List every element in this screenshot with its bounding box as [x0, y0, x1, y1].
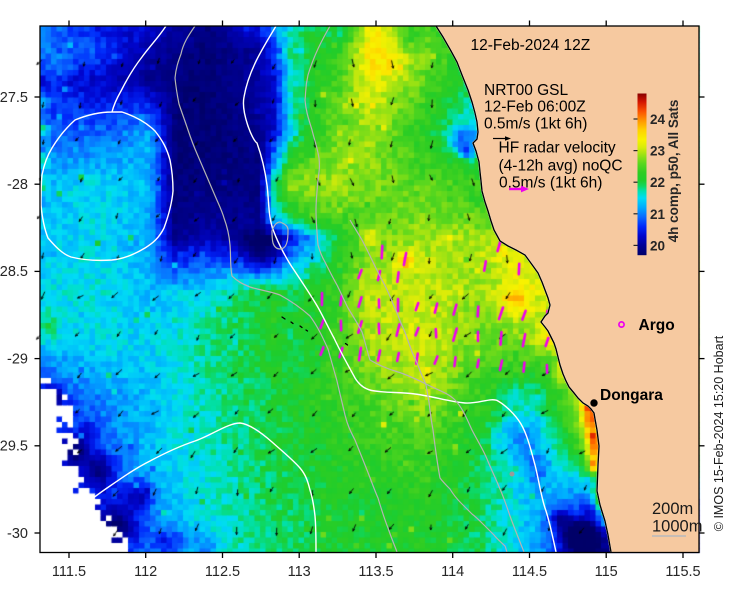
- svg-text:114: 114: [441, 564, 464, 580]
- svg-text:-29.5: -29.5: [0, 439, 28, 455]
- svg-text:1000m: 1000m: [652, 518, 702, 536]
- svg-text:114.5: 114.5: [512, 564, 547, 580]
- svg-text:200m: 200m: [652, 500, 693, 518]
- svg-text:NRT00 GSL: NRT00 GSL: [484, 82, 569, 99]
- svg-text:-28.5: -28.5: [0, 264, 28, 280]
- svg-text:Dongara: Dongara: [600, 387, 663, 404]
- svg-text:-27.5: -27.5: [0, 90, 28, 106]
- svg-text:113.5: 113.5: [358, 564, 393, 580]
- svg-text:113: 113: [288, 564, 311, 580]
- svg-text:12-Feb-2024 12Z: 12-Feb-2024 12Z: [471, 37, 591, 54]
- svg-text:112: 112: [134, 564, 157, 580]
- svg-text:Argo: Argo: [639, 317, 675, 334]
- svg-text:© IMOS 15-Feb-2024 15:20 Hobar: © IMOS 15-Feb-2024 15:20 Hobart: [712, 335, 726, 531]
- svg-text:0.5m/s (1kt 6h): 0.5m/s (1kt 6h): [484, 116, 587, 133]
- svg-text:(4-12h avg) noQC: (4-12h avg) noQC: [499, 158, 623, 175]
- svg-text:24: 24: [650, 112, 666, 127]
- svg-text:111.5: 111.5: [52, 564, 86, 580]
- svg-text:23: 23: [650, 144, 666, 159]
- svg-text:-29: -29: [7, 352, 28, 368]
- svg-text:112.5: 112.5: [205, 564, 240, 580]
- svg-text:12-Feb 06:00Z: 12-Feb 06:00Z: [484, 99, 586, 116]
- svg-text:115: 115: [595, 564, 618, 580]
- svg-text:4h comp, p50, All Sats: 4h comp, p50, All Sats: [666, 100, 681, 243]
- svg-text:-30: -30: [7, 526, 28, 542]
- svg-text:20: 20: [650, 238, 665, 253]
- svg-text:-28: -28: [7, 177, 28, 193]
- svg-text:22: 22: [650, 175, 665, 190]
- svg-text:21: 21: [650, 207, 666, 222]
- svg-text:HF radar velocity: HF radar velocity: [499, 140, 616, 157]
- svg-text:115.5: 115.5: [665, 564, 700, 580]
